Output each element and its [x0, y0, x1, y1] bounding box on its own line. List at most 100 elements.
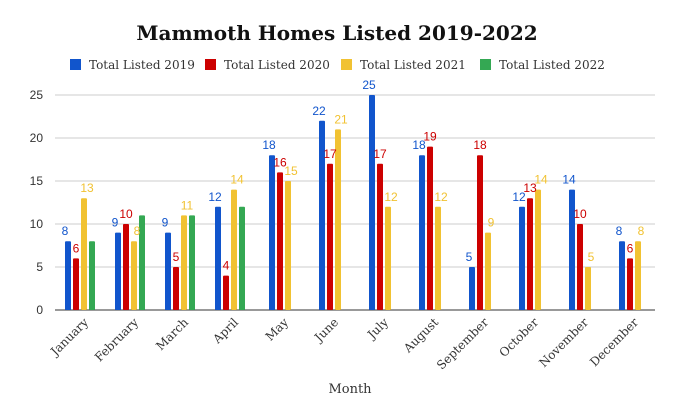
data-label: 18	[262, 138, 276, 152]
y-tick-label: 10	[30, 217, 44, 231]
data-label: 18	[412, 138, 426, 152]
bar	[285, 181, 291, 310]
legend: Total Listed 2019 Total Listed 2020 Total …	[70, 58, 605, 72]
bar	[269, 155, 275, 310]
y-tick-label: 5	[36, 260, 43, 274]
bar	[577, 224, 583, 310]
chart-title: Mammoth Homes Listed 2019-2022	[136, 21, 537, 45]
bar	[73, 258, 79, 310]
bar	[485, 232, 491, 310]
legend-swatch	[341, 59, 352, 70]
x-tick-label: July	[363, 315, 391, 343]
data-label: 14	[562, 173, 576, 187]
legend-label: Total Listed 2021	[360, 58, 466, 72]
bar	[427, 146, 433, 310]
legend-swatch	[70, 59, 81, 70]
bar	[173, 267, 179, 310]
bar	[65, 241, 71, 310]
x-axis-title: Month	[328, 382, 372, 397]
data-label: 5	[588, 250, 595, 264]
x-tick-label: December	[587, 315, 641, 369]
bar	[239, 206, 245, 310]
bar	[81, 198, 87, 310]
data-label: 18	[473, 138, 487, 152]
bar	[215, 206, 221, 310]
data-label: 8	[134, 224, 141, 238]
x-tick-label: February	[92, 315, 141, 364]
bar	[519, 206, 525, 310]
data-label: 17	[373, 147, 387, 161]
data-label: 8	[62, 224, 69, 238]
legend-swatch	[205, 59, 216, 70]
bar	[419, 155, 425, 310]
data-label: 12	[208, 190, 222, 204]
data-label: 5	[466, 250, 473, 264]
bar	[335, 129, 341, 310]
bar	[635, 241, 641, 310]
x-tick-label: June	[310, 315, 341, 346]
data-label: 4	[223, 259, 230, 273]
bar	[469, 267, 475, 310]
bar	[89, 241, 95, 310]
data-label: 16	[273, 155, 287, 169]
data-label: 9	[162, 216, 169, 230]
data-label: 15	[284, 164, 298, 178]
bar	[585, 267, 591, 310]
bar	[277, 172, 283, 310]
x-tick-label: April	[209, 315, 241, 347]
data-label: 8	[616, 224, 623, 238]
bar	[369, 95, 375, 310]
data-label: 10	[119, 207, 133, 221]
x-tick-label: August	[400, 315, 441, 356]
data-label: 13	[80, 181, 94, 195]
bar	[165, 232, 171, 310]
x-tick-label: January	[47, 315, 92, 360]
legend-swatch	[480, 59, 491, 70]
bar	[569, 189, 575, 310]
bars	[65, 95, 641, 310]
bar	[319, 120, 325, 310]
data-label: 21	[334, 112, 348, 126]
x-tick-label: March	[153, 315, 191, 353]
data-labels: 8613910895111241418161522172125171218191…	[62, 78, 645, 273]
bar	[385, 206, 391, 310]
grid: 0 5 10 15 20 25	[30, 88, 655, 317]
x-tick-label: September	[434, 315, 491, 372]
bar	[115, 232, 121, 310]
data-label: 19	[423, 130, 437, 144]
legend-label: Total Listed 2020	[224, 58, 330, 72]
x-axis: January February March April May June July Augu…	[47, 315, 642, 372]
bar	[619, 241, 625, 310]
bar	[189, 215, 195, 310]
data-label: 22	[312, 104, 326, 118]
data-label: 6	[73, 241, 80, 255]
data-label: 25	[362, 78, 376, 92]
y-tick-label: 0	[36, 303, 43, 317]
bar	[131, 241, 137, 310]
data-label: 17	[323, 147, 337, 161]
data-label: 10	[573, 207, 587, 221]
bar	[223, 275, 229, 310]
data-label: 14	[230, 173, 244, 187]
data-label: 8	[638, 224, 645, 238]
data-label: 12	[434, 190, 448, 204]
bar	[231, 189, 237, 310]
bar	[527, 198, 533, 310]
bar	[377, 163, 383, 310]
x-tick-label: November	[536, 315, 591, 370]
legend-label: Total Listed 2022	[499, 58, 605, 72]
bar	[123, 224, 129, 310]
bar	[535, 189, 541, 310]
y-tick-label: 25	[30, 88, 44, 102]
bar	[327, 163, 333, 310]
data-label: 9	[488, 216, 495, 230]
x-tick-label: October	[496, 315, 541, 360]
bar	[477, 155, 483, 310]
data-label: 14	[534, 173, 548, 187]
data-label: 9	[112, 216, 119, 230]
data-label: 13	[523, 181, 537, 195]
y-tick-label: 20	[30, 131, 44, 145]
x-tick-label: May	[263, 315, 292, 344]
bar	[627, 258, 633, 310]
